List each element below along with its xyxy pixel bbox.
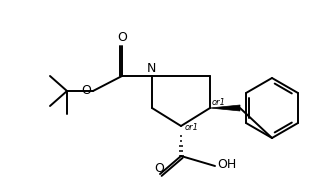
Text: or1: or1	[185, 123, 199, 132]
Polygon shape	[210, 105, 240, 111]
Text: N: N	[146, 62, 156, 75]
Text: OH: OH	[217, 158, 236, 171]
Text: O: O	[81, 85, 91, 98]
Text: O: O	[154, 162, 164, 175]
Text: or1: or1	[212, 98, 226, 107]
Text: O: O	[117, 31, 127, 44]
